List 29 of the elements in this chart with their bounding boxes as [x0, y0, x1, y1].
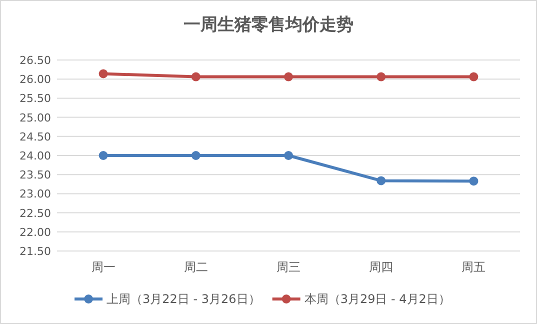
y-tick-label: 26.50: [20, 54, 51, 67]
chart-title: 一周生猪零售均价走势: [184, 15, 354, 35]
point: [376, 72, 386, 82]
y-tick-label: 25.00: [20, 111, 51, 124]
y-tick-label: 22.00: [20, 226, 51, 239]
x-tick-label: 周一: [91, 260, 116, 274]
y-tick-label: 24.50: [20, 130, 51, 144]
y-tick-label: 21.50: [20, 245, 51, 258]
legend-label: 本周（3月29日 - 4月2日）: [304, 292, 450, 306]
y-tick-label: 23.00: [20, 188, 51, 201]
y-tick-label: 25.50: [20, 92, 51, 106]
point: [284, 72, 293, 82]
y-tick-label: 23.50: [20, 168, 51, 182]
point: [284, 151, 293, 160]
y-tick-label: 22.50: [20, 206, 51, 220]
x-tick-label: 周二: [184, 260, 208, 274]
y-tick-label: 24.00: [20, 150, 51, 162]
point: [98, 151, 108, 160]
x-tick-label: 周五: [462, 260, 486, 274]
y-tick-label: 26.00: [20, 73, 51, 86]
point: [376, 176, 386, 186]
x-tick-label: 周四: [369, 260, 394, 274]
point: [469, 176, 478, 186]
point: [469, 72, 478, 82]
point: [191, 151, 200, 160]
x-tick-label: 周三: [276, 260, 300, 274]
legend-label: 上周（3月22日 - 3月26日）: [106, 292, 260, 306]
point: [191, 72, 200, 82]
point: [98, 69, 108, 78]
